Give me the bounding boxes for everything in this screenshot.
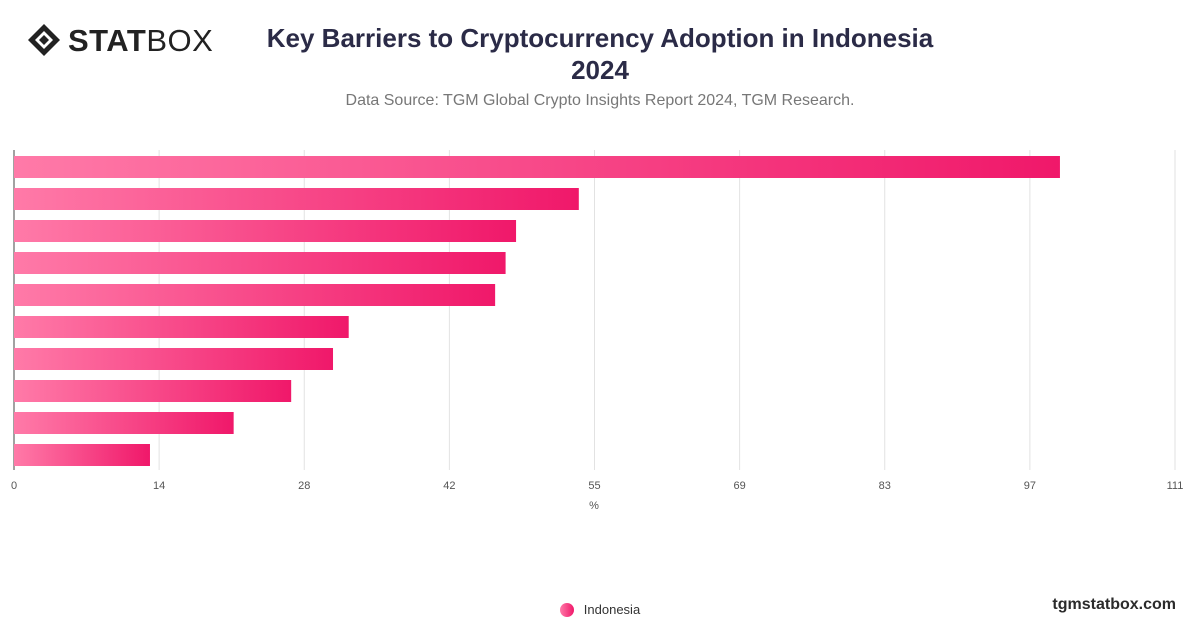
x-axis-label: %: [589, 500, 599, 512]
statbox-logo: STATBOX: [26, 22, 213, 58]
bar[interactable]: [14, 284, 496, 306]
x-tick-label: 0: [11, 480, 17, 492]
x-tick-label: 111: [1167, 480, 1184, 492]
bar[interactable]: [14, 252, 506, 274]
x-tick-label: 28: [298, 480, 310, 492]
x-tick-label: 97: [1024, 480, 1036, 492]
legend-label[interactable]: Indonesia: [583, 602, 641, 617]
chart-subtitle: Data Source: TGM Global Crypto Insights …: [345, 92, 855, 109]
bar[interactable]: [14, 316, 349, 338]
chart-title-line2: 2024: [571, 55, 629, 85]
bar[interactable]: [14, 412, 234, 434]
chart-title-line1: Key Barriers to Cryptocurrency Adoption …: [266, 23, 934, 53]
bar[interactable]: [14, 380, 292, 402]
logo-light-text: BOX: [146, 22, 214, 58]
site-url: tgmstatbox.com: [1052, 596, 1176, 613]
diamond-logo-icon: [28, 24, 60, 56]
legend-swatch[interactable]: [559, 602, 574, 617]
bar[interactable]: [14, 156, 1060, 178]
bars: [14, 156, 1060, 466]
logo-wordmark: STATBOX: [68, 25, 213, 56]
x-tick-label: 55: [588, 480, 600, 492]
x-tick-label: 69: [734, 480, 746, 492]
x-tick-label: 14: [153, 480, 165, 492]
logo-bold-text: STAT: [68, 22, 147, 58]
x-tick-label: 83: [879, 480, 891, 492]
x-axis-ticks: 0 14 28 42 55 69 83 97 111: [11, 480, 1183, 492]
legend: Indonesia: [0, 602, 1200, 617]
bar[interactable]: [14, 188, 579, 210]
bar[interactable]: [14, 348, 334, 370]
bar[interactable]: [14, 220, 517, 242]
bar[interactable]: [14, 444, 150, 466]
x-tick-label: 42: [443, 480, 455, 492]
chart-title: Key Barriers to Cryptocurrency Adoption …: [250, 22, 950, 86]
bar-chart: 0 14 28 42 55 69 83 97 111 %: [11, 150, 1183, 512]
